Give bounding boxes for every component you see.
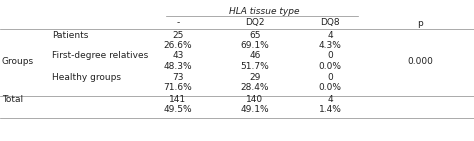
- Text: 141: 141: [169, 94, 187, 103]
- Text: -: -: [176, 18, 180, 27]
- Text: 26.6%: 26.6%: [164, 41, 192, 50]
- Text: 28.4%: 28.4%: [241, 83, 269, 92]
- Text: 73: 73: [172, 72, 184, 81]
- Text: Groups: Groups: [2, 57, 34, 66]
- Text: 49.1%: 49.1%: [241, 105, 269, 114]
- Text: p: p: [417, 18, 423, 27]
- Text: 0.000: 0.000: [407, 57, 433, 66]
- Text: 140: 140: [246, 94, 264, 103]
- Text: 4: 4: [327, 30, 333, 39]
- Text: 29: 29: [249, 72, 261, 81]
- Text: 1.4%: 1.4%: [319, 105, 341, 114]
- Text: 65: 65: [249, 30, 261, 39]
- Text: 48.3%: 48.3%: [164, 62, 192, 71]
- Text: 0: 0: [327, 51, 333, 60]
- Text: 4.3%: 4.3%: [319, 41, 341, 50]
- Text: 0.0%: 0.0%: [319, 83, 341, 92]
- Text: First-degree relatives: First-degree relatives: [52, 51, 148, 60]
- Text: 0: 0: [327, 72, 333, 81]
- Text: 25: 25: [173, 30, 184, 39]
- Text: 4: 4: [327, 94, 333, 103]
- Text: Total: Total: [2, 94, 23, 103]
- Text: 69.1%: 69.1%: [241, 41, 269, 50]
- Text: DQ2: DQ2: [245, 18, 265, 27]
- Text: Healthy groups: Healthy groups: [52, 72, 121, 81]
- Text: Patients: Patients: [52, 30, 88, 39]
- Text: 71.6%: 71.6%: [164, 83, 192, 92]
- Text: 49.5%: 49.5%: [164, 105, 192, 114]
- Text: HLA tissue type: HLA tissue type: [229, 6, 299, 16]
- Text: DQ8: DQ8: [320, 18, 340, 27]
- Text: 46: 46: [249, 51, 261, 60]
- Text: 0.0%: 0.0%: [319, 62, 341, 71]
- Text: 43: 43: [173, 51, 184, 60]
- Text: 51.7%: 51.7%: [241, 62, 269, 71]
